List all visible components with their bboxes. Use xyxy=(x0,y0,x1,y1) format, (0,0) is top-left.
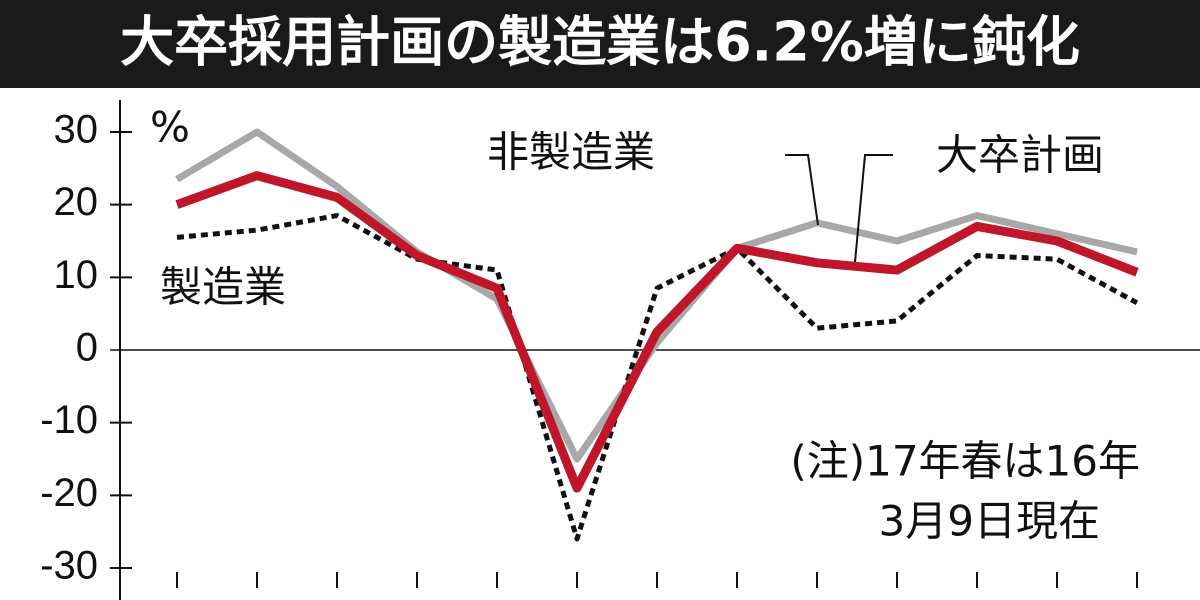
series-line xyxy=(176,213,1139,542)
y-tick-label: 30 xyxy=(54,108,99,152)
series-label: 製造業 xyxy=(160,263,286,312)
y-unit: % xyxy=(150,103,190,152)
y-tick-label: -10 xyxy=(40,398,98,442)
chart-title: 大卒採用計画の製造業は6.2%増に鈍化 xyxy=(120,11,1080,74)
series-label: 大卒計画 xyxy=(936,131,1104,180)
y-tick-label: 20 xyxy=(54,180,99,224)
y-tick-label: 0 xyxy=(76,326,98,370)
note: (注)17年春は16年 xyxy=(790,437,1140,486)
y-tick-label: 10 xyxy=(54,253,99,297)
series-line xyxy=(175,128,1138,463)
leader xyxy=(785,154,819,226)
note: 3月9日現在 xyxy=(879,497,1100,546)
title-bar xyxy=(0,0,1200,88)
y-tick-label: -20 xyxy=(40,471,98,515)
series-line xyxy=(175,171,1139,493)
leader xyxy=(854,154,893,263)
y-tick-label: -30 xyxy=(40,544,98,588)
series-label: 非製造業 xyxy=(487,128,655,177)
